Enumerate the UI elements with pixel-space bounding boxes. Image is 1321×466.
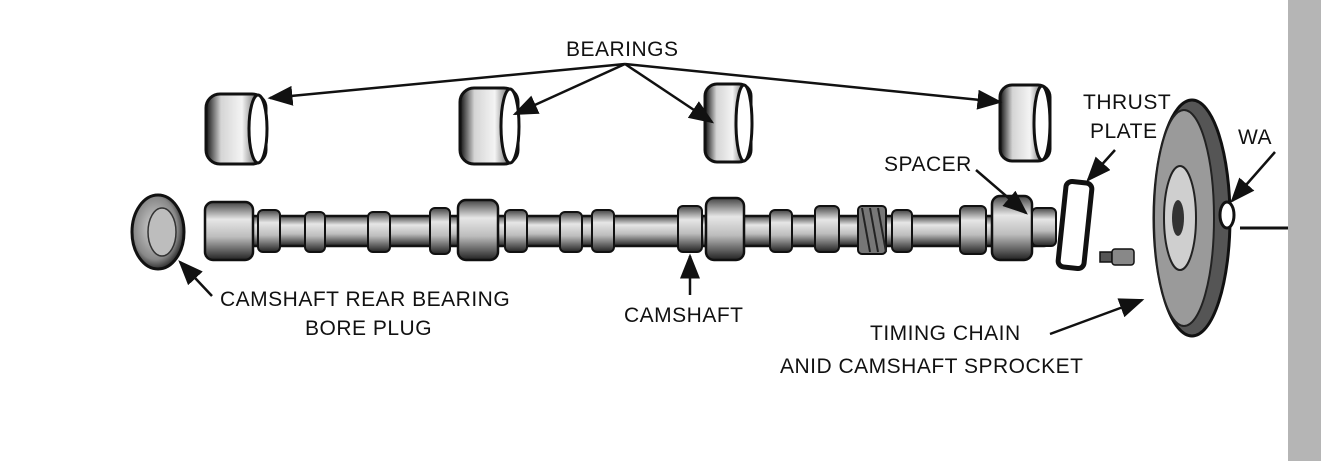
bearing-1 [204, 92, 269, 166]
washer-label-partial: WA [1238, 126, 1273, 149]
bearings-leaders [267, 62, 1003, 124]
rear-plug-label-line1: CAMSHAFT REAR BEARING [220, 288, 511, 311]
thrust-plate-label-line2: PLATE [1090, 120, 1158, 143]
rear-plug-label-line2: BORE PLUG [305, 317, 433, 340]
bolt [1099, 248, 1135, 266]
bearings-label: BEARINGS [566, 38, 679, 61]
rear-bearing-bore-plug [130, 193, 186, 271]
camshaft-label: CAMSHAFT [624, 304, 744, 327]
part-leaders [178, 149, 1276, 336]
thrust-plate [1055, 178, 1095, 272]
sprocket-label-line2: ANID CAMSHAFT SPROCKET [780, 355, 1084, 378]
camshaft-sprocket [1152, 98, 1232, 338]
camshaft [203, 194, 1057, 262]
bearing-3 [703, 82, 754, 164]
sprocket-label-line1: TIMING CHAIN [870, 322, 1021, 345]
spacer-label: SPACER [884, 153, 972, 176]
bearing-4 [998, 83, 1052, 163]
bearing-2 [458, 86, 521, 166]
washer [1218, 200, 1290, 230]
thrust-plate-label-line1: THRUST [1083, 91, 1172, 114]
